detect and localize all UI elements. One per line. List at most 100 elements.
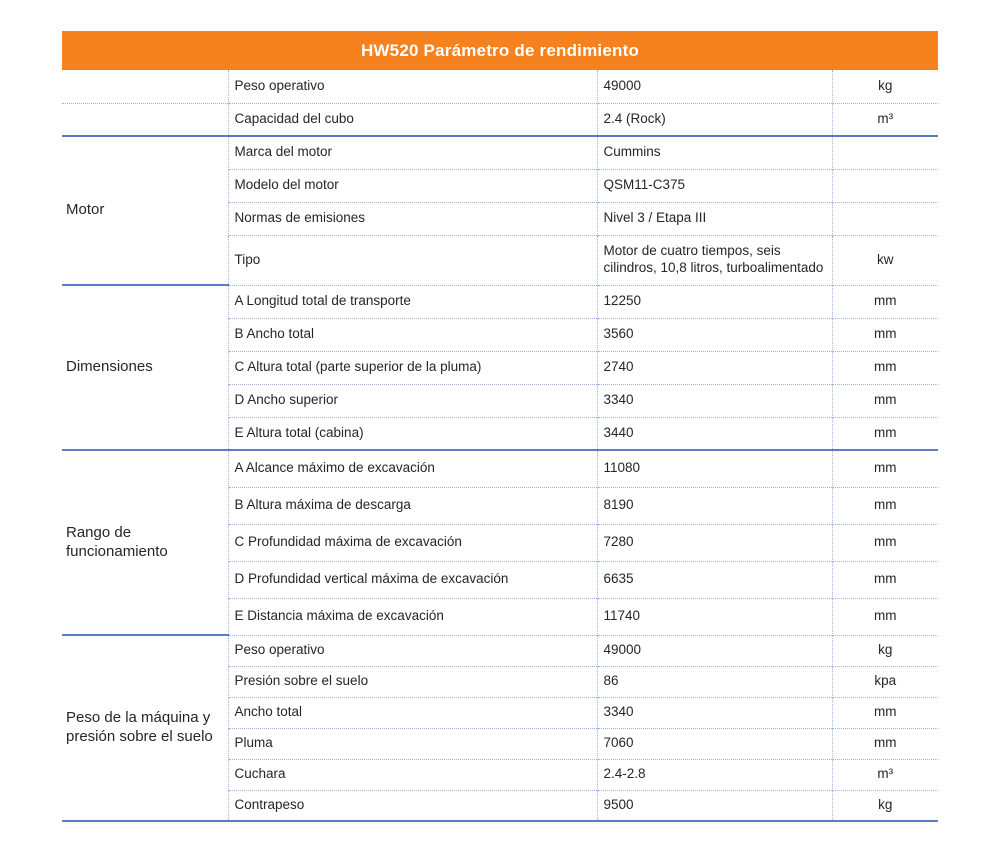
spec-row: C Altura total (parte superior de la plu…: [62, 350, 938, 384]
spec-row: Dimensiones A Longitud total de transport…: [62, 284, 938, 450]
param-cell: B Ancho total: [227, 317, 597, 351]
param-cell: C Profundidad máxima de excavación: [227, 523, 597, 561]
value-cell: Motor de cuatro tiempos, seis cilindros,…: [596, 234, 832, 285]
group-cell: Rango de funcionamiento: [62, 449, 228, 635]
unit-cell: mm: [831, 696, 938, 728]
unit-cell: mm: [831, 486, 938, 524]
unit-cell: mm: [831, 383, 938, 417]
param-cell: A Longitud total de transporte: [227, 284, 597, 318]
spec-row: Ancho total 3340 mm: [62, 696, 938, 728]
spec-row: E Distancia máxima de excavación 11740 mm: [62, 597, 938, 635]
unit-cell: kg: [831, 634, 938, 666]
spec-row: Peso de la máquina y presión sobre el su…: [62, 634, 938, 821]
value-cell: 3440: [596, 416, 832, 450]
spec-sheet: HW520 Parámetro de rendimiento Peso oper…: [62, 31, 938, 822]
value-cell: 3340: [596, 696, 832, 728]
value-cell: Nivel 3 / Etapa III: [596, 201, 832, 235]
spec-row: Peso operativo 49000 kg: [62, 70, 938, 103]
group-cell: Dimensiones: [62, 284, 228, 450]
unit-cell: m³: [831, 758, 938, 790]
spec-row: B Altura máxima de descarga 8190 mm: [62, 486, 938, 524]
spec-section: Dimensiones A Longitud total de transport…: [62, 284, 938, 450]
param-cell: Tipo: [227, 234, 597, 285]
value-cell: 49000: [596, 634, 832, 666]
spec-section: Rango de funcionamiento A Alcance máximo …: [62, 449, 938, 635]
value-cell: 7060: [596, 727, 832, 759]
spec-row: B Ancho total 3560 mm: [62, 317, 938, 351]
unit-cell: [831, 201, 938, 235]
spec-row: D Ancho superior 3340 mm: [62, 383, 938, 417]
unit-cell: [831, 168, 938, 202]
unit-cell: [831, 135, 938, 169]
unit-cell: mm: [831, 560, 938, 598]
param-cell: Pluma: [227, 727, 597, 759]
table-title: HW520 Parámetro de rendimiento: [360, 40, 640, 60]
spec-row: Contrapeso 9500 kg: [62, 789, 938, 821]
value-cell: 6635: [596, 560, 832, 598]
value-cell: 3560: [596, 317, 832, 351]
spec-row: Modelo del motor QSM11-C375: [62, 168, 938, 202]
unit-cell: mm: [831, 350, 938, 384]
spec-table: Peso operativo 49000 kg Capacidad del cubo 2…: [62, 70, 938, 822]
value-cell: 11080: [596, 449, 832, 487]
group-cell: [62, 70, 228, 103]
spec-row: Rango de funcionamiento A Alcance máximo …: [62, 449, 938, 635]
spec-row: Tipo Motor de cuatro tiempos, seis cilind…: [62, 234, 938, 285]
param-cell: Cuchara: [227, 758, 597, 790]
spec-row: Motor Marca del motor Cummins: [62, 135, 938, 285]
param-cell: E Distancia máxima de excavación: [227, 597, 597, 635]
param-cell: C Altura total (parte superior de la plu…: [227, 350, 597, 384]
value-cell: 49000: [596, 70, 832, 103]
spec-section: Motor Marca del motor Cummins Modelo del mo…: [62, 135, 938, 285]
spec-row: C Profundidad máxima de excavación 7280 mm: [62, 523, 938, 561]
unit-cell: kg: [831, 789, 938, 821]
spec-row: Presión sobre el suelo 86 kpa: [62, 665, 938, 697]
value-cell: 2.4 (Rock): [596, 102, 832, 136]
spec-section: Peso operativo 49000 kg Capacidad del cubo 2…: [62, 70, 938, 136]
spec-section: Peso de la máquina y presión sobre el su…: [62, 634, 938, 821]
group-cell: [62, 102, 228, 136]
value-cell: 2.4-2.8: [596, 758, 832, 790]
param-cell: B Altura máxima de descarga: [227, 486, 597, 524]
param-cell: Capacidad del cubo: [227, 102, 597, 136]
unit-cell: kpa: [831, 665, 938, 697]
unit-cell: mm: [831, 523, 938, 561]
unit-cell: mm: [831, 597, 938, 635]
spec-row: Capacidad del cubo 2.4 (Rock) m³: [62, 102, 938, 136]
param-cell: D Profundidad vertical máxima de excavac…: [227, 560, 597, 598]
value-cell: 8190: [596, 486, 832, 524]
param-cell: Modelo del motor: [227, 168, 597, 202]
param-cell: Marca del motor: [227, 135, 597, 169]
param-cell: Normas de emisiones: [227, 201, 597, 235]
unit-cell: kg: [831, 70, 938, 103]
spec-row: Pluma 7060 mm: [62, 727, 938, 759]
value-cell: 7280: [596, 523, 832, 561]
param-cell: Contrapeso: [227, 789, 597, 821]
table-title-bar: HW520 Parámetro de rendimiento: [62, 31, 938, 70]
param-cell: Peso operativo: [227, 634, 597, 666]
value-cell: Cummins: [596, 135, 832, 169]
spec-row: Normas de emisiones Nivel 3 / Etapa III: [62, 201, 938, 235]
unit-cell: kw: [831, 234, 938, 285]
value-cell: 11740: [596, 597, 832, 635]
value-cell: 9500: [596, 789, 832, 821]
spec-row: Cuchara 2.4-2.8 m³: [62, 758, 938, 790]
unit-cell: mm: [831, 317, 938, 351]
unit-cell: mm: [831, 416, 938, 450]
unit-cell: mm: [831, 449, 938, 487]
value-cell: 86: [596, 665, 832, 697]
param-cell: D Ancho superior: [227, 383, 597, 417]
unit-cell: m³: [831, 102, 938, 136]
spec-row: D Profundidad vertical máxima de excavac…: [62, 560, 938, 598]
value-cell: QSM11-C375: [596, 168, 832, 202]
value-cell: 2740: [596, 350, 832, 384]
group-cell: Peso de la máquina y presión sobre el su…: [62, 634, 228, 821]
param-cell: Presión sobre el suelo: [227, 665, 597, 697]
param-cell: A Alcance máximo de excavación: [227, 449, 597, 487]
unit-cell: mm: [831, 284, 938, 318]
param-cell: Ancho total: [227, 696, 597, 728]
group-cell: Motor: [62, 135, 228, 285]
value-cell: 12250: [596, 284, 832, 318]
param-cell: Peso operativo: [227, 70, 597, 103]
value-cell: 3340: [596, 383, 832, 417]
